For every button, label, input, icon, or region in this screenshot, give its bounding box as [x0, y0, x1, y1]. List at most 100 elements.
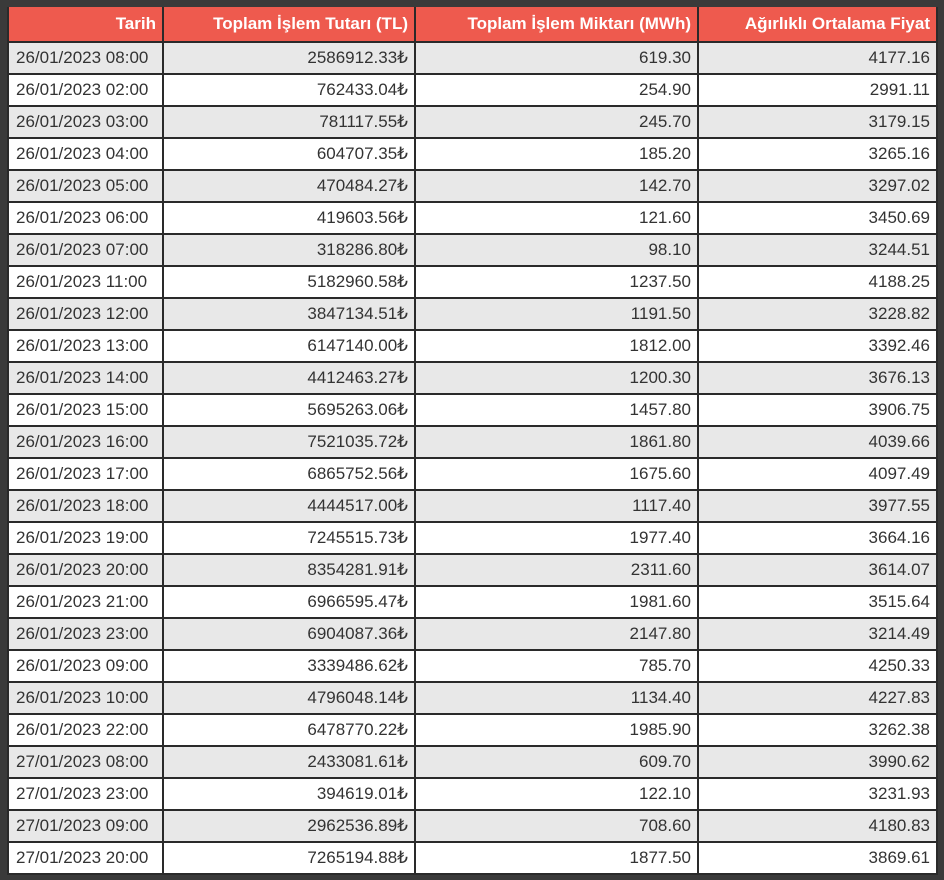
table-row: 26/01/2023 11:00 5182960.58₺ 1237.50 4188.2…: [7, 265, 938, 299]
quantity-cell: 122.10: [414, 777, 699, 811]
date-cell: 26/01/2023 03:00: [7, 105, 164, 139]
price-cell: 3990.62: [697, 745, 938, 779]
quantity-cell: 2147.80: [414, 617, 699, 651]
price-cell: 3214.49: [697, 617, 938, 651]
quantity-cell: 1191.50: [414, 297, 699, 331]
date-cell: 27/01/2023 08:00: [7, 745, 164, 779]
price-cell: 3614.07: [697, 553, 938, 587]
table-row: 27/01/2023 23:00 394619.01₺ 122.10 3231.93: [7, 777, 938, 811]
quantity-cell: 619.30: [414, 41, 699, 75]
price-cell: 3228.82: [697, 297, 938, 331]
amount-cell: 4444517.00₺: [162, 489, 416, 523]
amount-cell: 6966595.47₺: [162, 585, 416, 619]
amount-cell: 8354281.91₺: [162, 553, 416, 587]
quantity-cell: 98.10: [414, 233, 699, 267]
table-row: 26/01/2023 08:00 2586912.33₺ 619.30 4177.16: [7, 41, 938, 75]
date-cell: 26/01/2023 08:00: [7, 41, 164, 75]
table-row: 26/01/2023 12:00 3847134.51₺ 1191.50 3228.8…: [7, 297, 938, 331]
quantity-cell: 1985.90: [414, 713, 699, 747]
price-cell: 3179.15: [697, 105, 938, 139]
table-row: 27/01/2023 08:00 2433081.61₺ 609.70 3990.62: [7, 745, 938, 779]
table-row: 26/01/2023 17:00 6865752.56₺ 1675.60 4097.4…: [7, 457, 938, 491]
quantity-cell: 609.70: [414, 745, 699, 779]
table-body: 26/01/2023 08:00 2586912.33₺ 619.30 4177.16…: [7, 41, 938, 875]
quantity-cell: 1117.40: [414, 489, 699, 523]
quantity-cell: 1675.60: [414, 457, 699, 491]
quantity-cell: 1812.00: [414, 329, 699, 363]
amount-cell: 470484.27₺: [162, 169, 416, 203]
quantity-cell: 254.90: [414, 73, 699, 107]
quantity-cell: 2311.60: [414, 553, 699, 587]
quantity-cell: 1457.80: [414, 393, 699, 427]
date-cell: 26/01/2023 05:00: [7, 169, 164, 203]
amount-cell: 6478770.22₺: [162, 713, 416, 747]
date-cell: 26/01/2023 22:00: [7, 713, 164, 747]
date-cell: 26/01/2023 21:00: [7, 585, 164, 619]
amount-cell: 6904087.36₺: [162, 617, 416, 651]
price-cell: 3977.55: [697, 489, 938, 523]
quantity-cell: 1877.50: [414, 841, 699, 875]
price-cell: 3515.64: [697, 585, 938, 619]
table-header: Tarih Toplam İşlem Tutarı (TL) Toplam İş…: [7, 7, 938, 43]
table-row: 26/01/2023 10:00 4796048.14₺ 1134.40 4227.8…: [7, 681, 938, 715]
table-row: 27/01/2023 20:00 7265194.88₺ 1877.50 3869.6…: [7, 841, 938, 875]
table-row: 26/01/2023 04:00 604707.35₺ 185.20 3265.16: [7, 137, 938, 171]
price-cell: 4177.16: [697, 41, 938, 75]
amount-cell: 4796048.14₺: [162, 681, 416, 715]
amount-cell: 5182960.58₺: [162, 265, 416, 299]
amount-cell: 762433.04₺: [162, 73, 416, 107]
date-cell: 26/01/2023 16:00: [7, 425, 164, 459]
price-cell: 3676.13: [697, 361, 938, 395]
quantity-cell: 1977.40: [414, 521, 699, 555]
date-cell: 27/01/2023 23:00: [7, 777, 164, 811]
date-cell: 26/01/2023 15:00: [7, 393, 164, 427]
date-cell: 26/01/2023 12:00: [7, 297, 164, 331]
table-row: 26/01/2023 22:00 6478770.22₺ 1985.90 3262.3…: [7, 713, 938, 747]
price-cell: 4227.83: [697, 681, 938, 715]
date-cell: 26/01/2023 17:00: [7, 457, 164, 491]
quantity-cell: 121.60: [414, 201, 699, 235]
table-row: 26/01/2023 13:00 6147140.00₺ 1812.00 3392.4…: [7, 329, 938, 363]
amount-cell: 7245515.73₺: [162, 521, 416, 555]
quantity-cell: 185.20: [414, 137, 699, 171]
price-cell: 3906.75: [697, 393, 938, 427]
date-cell: 26/01/2023 19:00: [7, 521, 164, 555]
transactions-table: Tarih Toplam İşlem Tutarı (TL) Toplam İş…: [7, 7, 938, 875]
date-cell: 26/01/2023 10:00: [7, 681, 164, 715]
quantity-cell: 142.70: [414, 169, 699, 203]
date-cell: 26/01/2023 02:00: [7, 73, 164, 107]
amount-cell: 2586912.33₺: [162, 41, 416, 75]
amount-cell: 5695263.06₺: [162, 393, 416, 427]
column-header-toplam-islem-miktari[interactable]: Toplam İşlem Miktarı (MWh): [414, 7, 699, 43]
column-header-tarih[interactable]: Tarih: [7, 7, 164, 43]
quantity-cell: 245.70: [414, 105, 699, 139]
date-cell: 26/01/2023 11:00: [7, 265, 164, 299]
price-cell: 4180.83: [697, 809, 938, 843]
table-row: 26/01/2023 18:00 4444517.00₺ 1117.40 3977.5…: [7, 489, 938, 523]
date-cell: 26/01/2023 14:00: [7, 361, 164, 395]
date-cell: 26/01/2023 20:00: [7, 553, 164, 587]
amount-cell: 2433081.61₺: [162, 745, 416, 779]
amount-cell: 4412463.27₺: [162, 361, 416, 395]
table-row: 26/01/2023 23:00 6904087.36₺ 2147.80 3214.4…: [7, 617, 938, 651]
price-cell: 4250.33: [697, 649, 938, 683]
table-row: 26/01/2023 14:00 4412463.27₺ 1200.30 3676.1…: [7, 361, 938, 395]
quantity-cell: 785.70: [414, 649, 699, 683]
table-row: 26/01/2023 09:00 3339486.62₺ 785.70 4250.33: [7, 649, 938, 683]
quantity-cell: 1200.30: [414, 361, 699, 395]
column-header-toplam-islem-tutari[interactable]: Toplam İşlem Tutarı (TL): [162, 7, 416, 43]
price-cell: 4097.49: [697, 457, 938, 491]
price-cell: 3262.38: [697, 713, 938, 747]
table-row: 26/01/2023 19:00 7245515.73₺ 1977.40 3664.1…: [7, 521, 938, 555]
column-header-agirlikli-ortalama-fiyat[interactable]: Ağırlıklı Ortalama Fiyat: [697, 7, 938, 43]
date-cell: 27/01/2023 20:00: [7, 841, 164, 875]
quantity-cell: 708.60: [414, 809, 699, 843]
date-cell: 26/01/2023 04:00: [7, 137, 164, 171]
table-row: 26/01/2023 15:00 5695263.06₺ 1457.80 3906.7…: [7, 393, 938, 427]
amount-cell: 781117.55₺: [162, 105, 416, 139]
price-cell: 3392.46: [697, 329, 938, 363]
price-cell: 3244.51: [697, 233, 938, 267]
price-cell: 3297.02: [697, 169, 938, 203]
price-cell: 3450.69: [697, 201, 938, 235]
